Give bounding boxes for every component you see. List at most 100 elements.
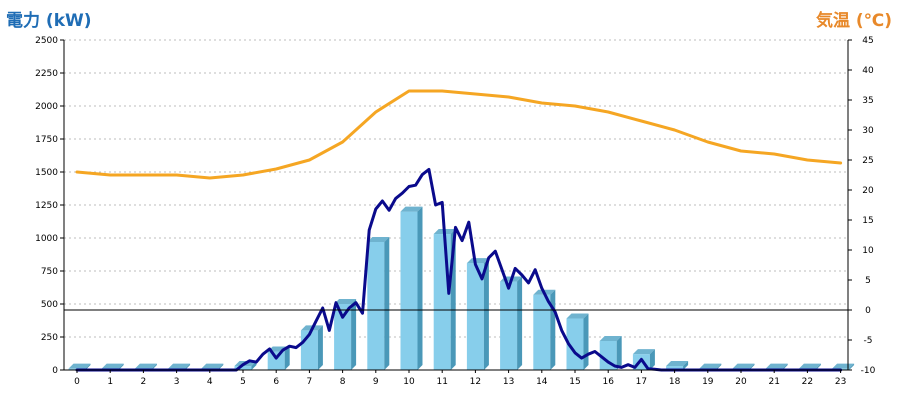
bar-side (782, 363, 788, 370)
bar (599, 335, 622, 370)
bar (666, 361, 689, 370)
bar-top (334, 299, 357, 304)
x-tick-label: 19 (702, 377, 714, 387)
bar-top (168, 363, 191, 369)
bar (466, 258, 489, 370)
bar-side (351, 299, 357, 370)
bar-top (201, 363, 224, 369)
x-tick-label: 18 (669, 377, 681, 387)
bar-side (683, 361, 689, 370)
x-tick-label: 23 (835, 377, 846, 387)
x-tick-label: 16 (602, 377, 614, 387)
bar-side (118, 363, 124, 370)
bar (367, 236, 390, 370)
bar (566, 313, 589, 370)
right-tick-label: 25 (862, 156, 873, 166)
left-tick-label: 1250 (35, 201, 58, 211)
bar-top (68, 363, 91, 369)
right-tick-label: -5 (864, 336, 873, 346)
grid-lines (64, 39, 848, 338)
left-tick-label: 750 (41, 267, 58, 277)
bar-side (384, 236, 390, 370)
bar-top (466, 258, 489, 264)
left-tick-label: 500 (41, 300, 58, 310)
x-tick-label: 0 (74, 377, 80, 387)
bar (533, 289, 556, 370)
bar-top (400, 206, 423, 212)
right-tick-label: 20 (862, 186, 874, 196)
power-bars (68, 206, 855, 370)
x-tick-label: 15 (569, 377, 580, 387)
x-tick-label: 11 (436, 377, 447, 387)
left-tick-label: 1500 (35, 168, 58, 178)
bar-front (367, 241, 385, 370)
left-tick-label: 2500 (35, 36, 58, 46)
right-tick-label: 0 (865, 306, 871, 316)
bar-side (815, 363, 821, 370)
left-axis-title: 電力 (kW) (6, 11, 92, 31)
bar-front (400, 211, 418, 370)
x-tick-label: 17 (636, 377, 647, 387)
bar-side (849, 363, 855, 370)
x-tick-label: 5 (240, 377, 246, 387)
bar (400, 206, 423, 370)
right-tick-label: 30 (862, 126, 874, 136)
bar-side (616, 335, 622, 370)
power-line (75, 167, 843, 372)
bar-side (185, 363, 191, 370)
bar-side (317, 325, 323, 370)
bar-side (218, 363, 224, 370)
left-tick-label: 0 (52, 366, 58, 376)
right-tick-label: 5 (865, 276, 871, 286)
bar-side (417, 206, 423, 370)
bar-front (466, 263, 484, 370)
x-tick-label: 13 (503, 377, 514, 387)
bar-top (798, 363, 821, 369)
right-tick-label: 40 (862, 66, 874, 76)
bar-side (583, 313, 589, 370)
bar-front (334, 304, 352, 370)
bar-front (666, 366, 684, 370)
right-tick-label: 10 (862, 246, 874, 256)
x-tick-label: 7 (307, 377, 313, 387)
bar-side (151, 363, 157, 370)
bar-front (599, 340, 617, 370)
x-tick-label: 1 (107, 377, 113, 387)
x-tick-label: 6 (273, 377, 279, 387)
bar-front (433, 234, 451, 370)
bar-front (267, 351, 285, 370)
bar-side (517, 276, 523, 370)
tick-labels: 0 250 500 750 1000 1250 1500 1750 20 0 0 2250 2500 -1… (35, 36, 876, 387)
bar-top (599, 335, 622, 341)
x-tick-label: 4 (207, 377, 213, 387)
bar-top (367, 236, 390, 242)
left-tick-label: 2250 (35, 69, 58, 79)
x-tick-label: 3 (174, 377, 180, 387)
right-tick-label: 45 (862, 36, 873, 46)
right-tick-label: -10 (861, 366, 876, 376)
bar-side (85, 363, 91, 370)
bar-side (749, 363, 755, 370)
bar (334, 299, 357, 370)
left-tick-label: 1750 (35, 135, 58, 145)
right-axis-title: 気温 (℃) (815, 11, 892, 31)
x-tick-label: 12 (470, 377, 481, 387)
bar-top (765, 363, 788, 369)
bar-top (632, 349, 655, 355)
x-tick-label: 10 (403, 377, 415, 387)
bar-front (500, 281, 518, 370)
x-tick-label: 22 (802, 377, 813, 387)
x-tick-label: 21 (768, 377, 779, 387)
series-lines (75, 89, 843, 372)
x-tick-label: 2 (141, 377, 147, 387)
bar-side (716, 363, 722, 370)
bar-top (732, 363, 755, 369)
bar-side (550, 289, 556, 370)
right-tick-label: 15 (862, 216, 873, 226)
x-tick-label: 9 (373, 377, 379, 387)
left-tick-label: 250 (41, 333, 58, 343)
temperature-line (75, 89, 843, 180)
bar (500, 276, 523, 370)
left-tick-label: 1000 (35, 234, 58, 244)
